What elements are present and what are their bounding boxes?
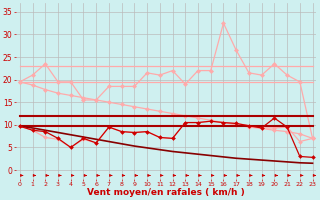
X-axis label: Vent moyen/en rafales ( km/h ): Vent moyen/en rafales ( km/h ) xyxy=(87,188,245,197)
